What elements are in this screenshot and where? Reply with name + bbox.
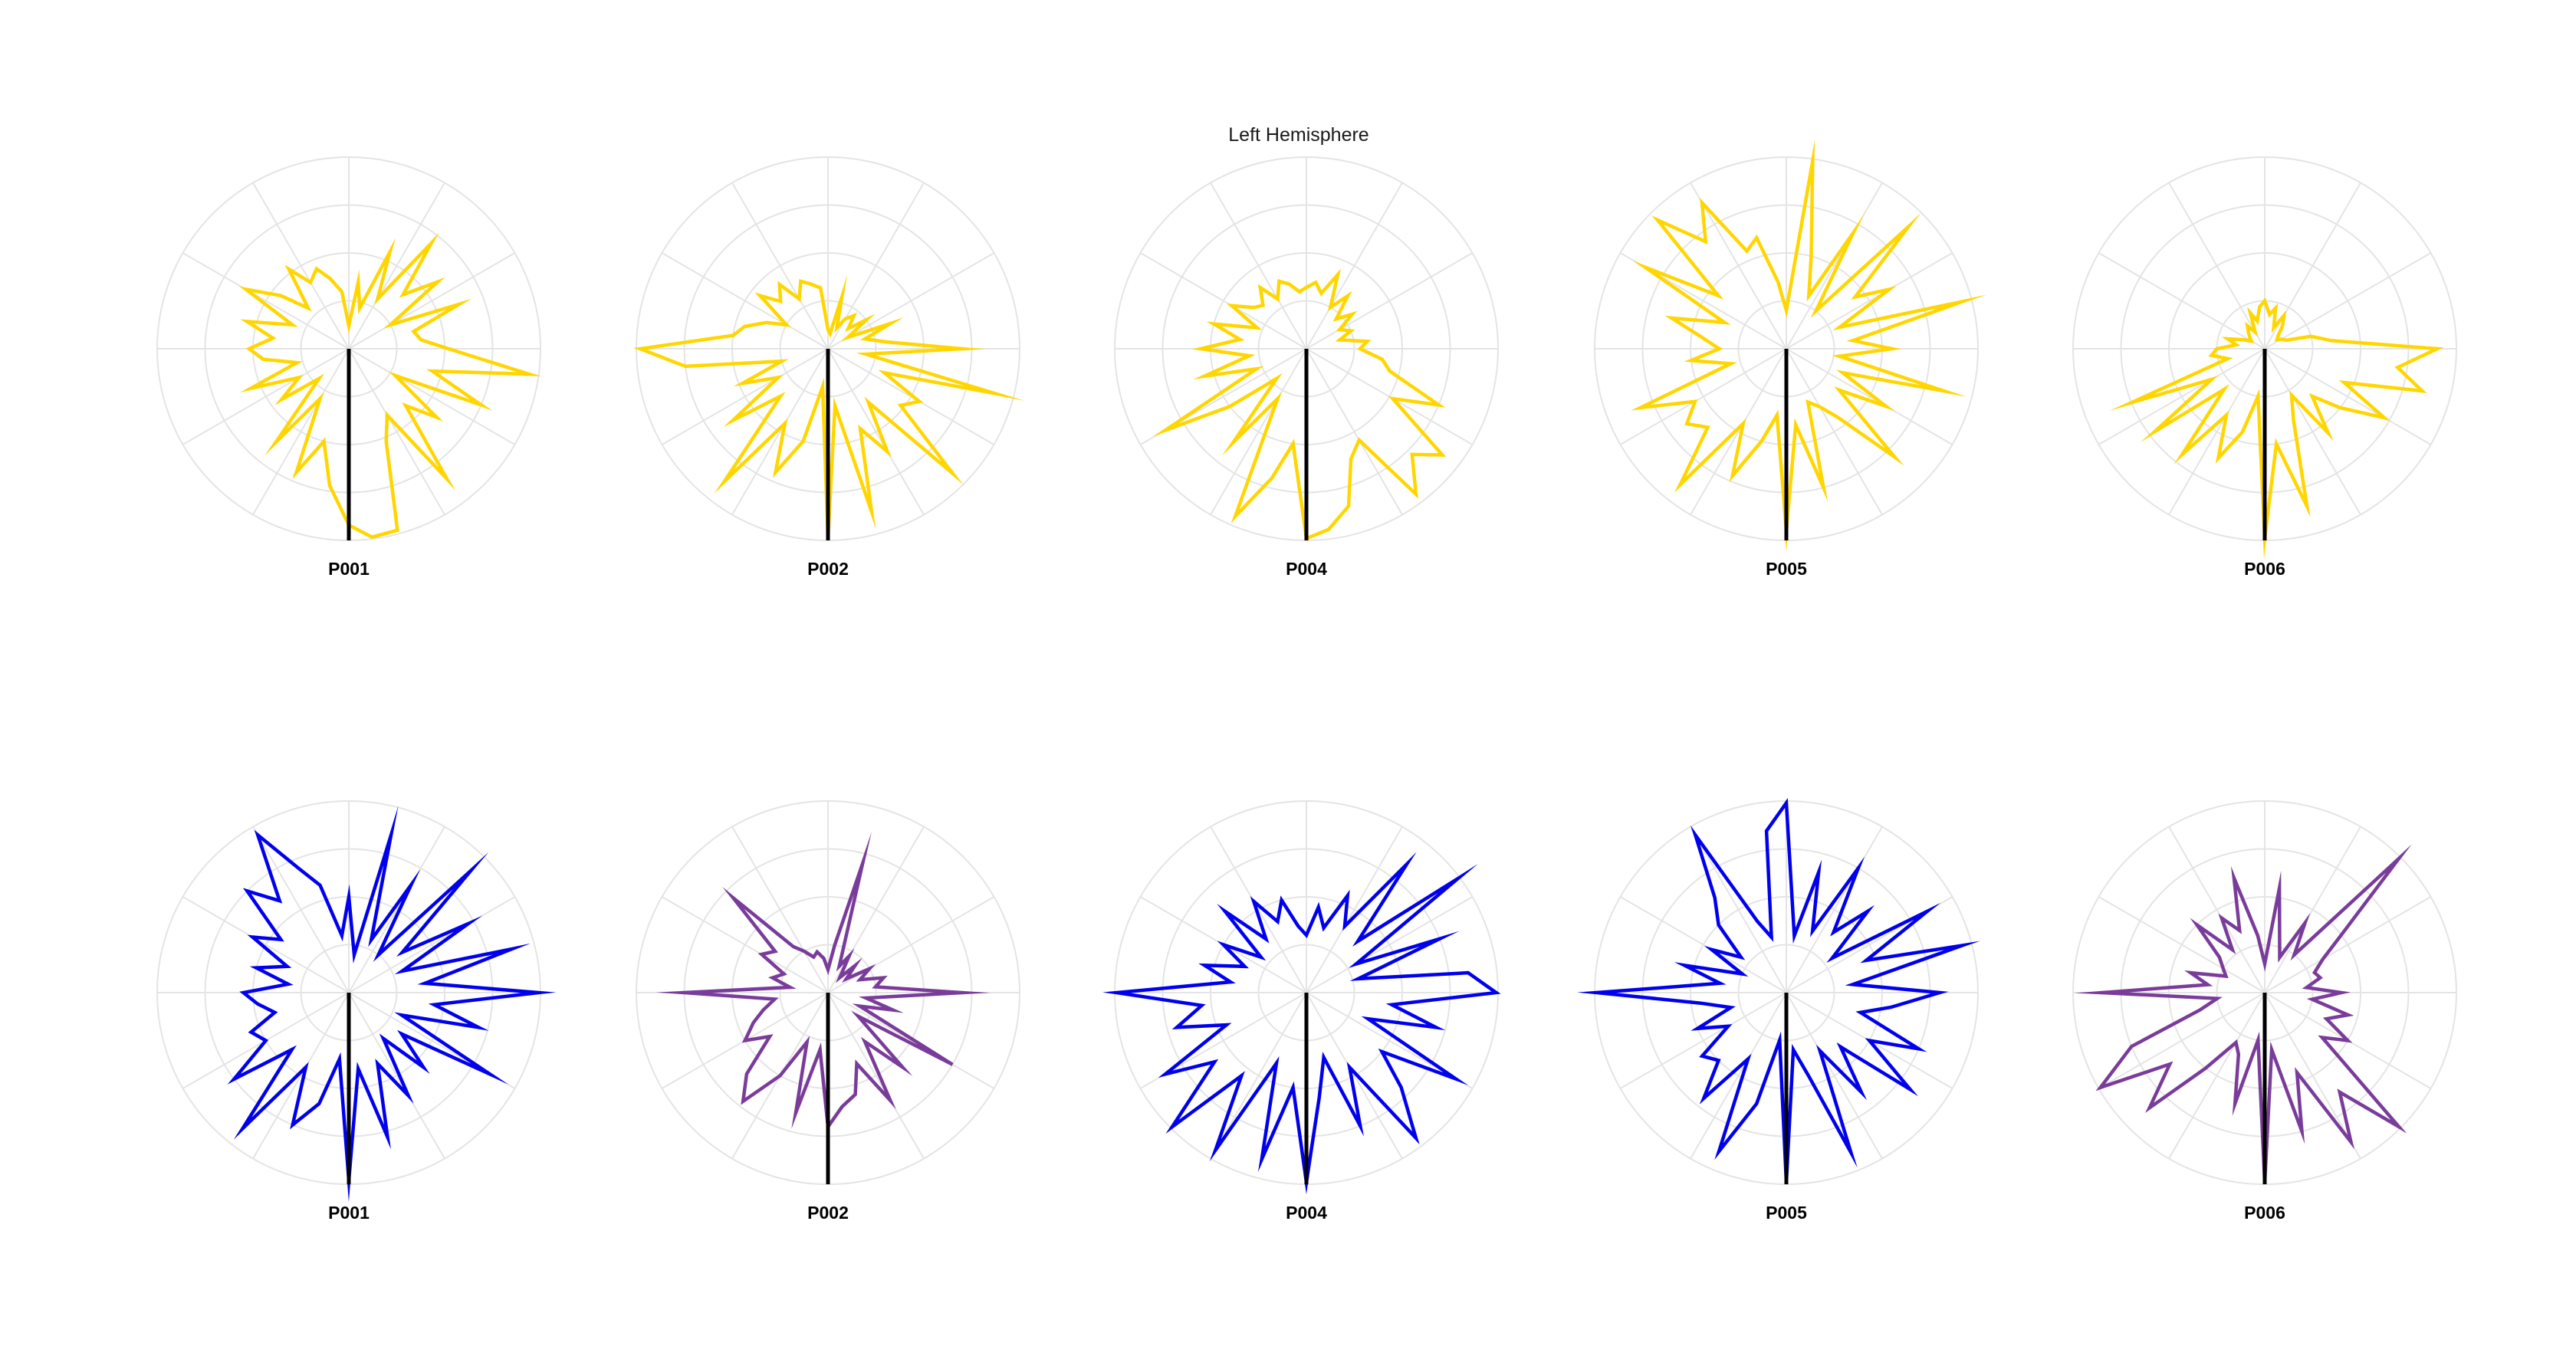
grid-spoke xyxy=(1619,348,1787,445)
panel-label: P005 xyxy=(1766,559,1807,579)
grid-spoke xyxy=(252,826,350,993)
grid-spoke xyxy=(348,182,445,350)
grid-spoke xyxy=(2264,252,2432,350)
grid-spoke xyxy=(1690,826,1787,993)
grid-spoke xyxy=(827,992,995,1089)
figure-title: Left Hemisphere xyxy=(1228,124,1368,146)
polar-panel-row2-p001: P001 xyxy=(156,800,557,1223)
grid-spoke xyxy=(1210,182,1307,350)
grid-spoke xyxy=(2168,826,2266,993)
grid-spoke xyxy=(827,348,925,516)
polar-panel-row1-p004: P004 xyxy=(1114,156,1499,579)
grid-spoke xyxy=(1306,992,1403,1160)
grid-spoke xyxy=(2264,348,2432,445)
polar-panel-row1-p005: P005 xyxy=(1594,139,1987,579)
series-line-0 xyxy=(633,274,1025,539)
panels-container: P001 P002 P004 P005 P006 P001 P002 P004 P005 P006 xyxy=(156,139,2457,1223)
grid-spoke xyxy=(1306,182,1403,350)
grid-spoke xyxy=(348,826,445,993)
polar-grid xyxy=(1594,156,1979,541)
grid-spoke xyxy=(1786,992,1883,1160)
panel-label: P004 xyxy=(1286,559,1327,579)
grid-spoke xyxy=(1210,826,1307,993)
series-line-0 xyxy=(2109,297,2444,560)
grid-spoke xyxy=(348,348,445,516)
panel-label: P004 xyxy=(1286,1203,1327,1223)
panel-label: P005 xyxy=(1766,1203,1807,1223)
grid-spoke xyxy=(1306,348,1403,516)
grid-spoke xyxy=(661,896,829,993)
series-line-0 xyxy=(227,805,557,1203)
grid-spoke xyxy=(182,252,350,350)
grid-spoke xyxy=(348,252,516,350)
grid-spoke xyxy=(1210,992,1307,1160)
grid-spoke xyxy=(2098,896,2266,993)
grid-spoke xyxy=(1306,252,1474,350)
grid-spoke xyxy=(348,348,516,445)
grid-spoke xyxy=(661,252,829,350)
grid-spoke xyxy=(731,826,829,993)
grid-spoke xyxy=(182,348,350,445)
grid-spoke xyxy=(1690,348,1787,516)
polar-panel-row1-p002: P002 xyxy=(633,156,1025,579)
grid-spoke xyxy=(1786,348,1883,516)
grid-spoke xyxy=(1786,348,1953,445)
grid-spoke xyxy=(2264,348,2361,516)
grid-spoke xyxy=(1786,252,1953,350)
panel-label: P002 xyxy=(807,559,849,579)
grid-spoke xyxy=(1786,182,1883,350)
polar-panel-row1-p006: P006 xyxy=(2072,156,2457,579)
grid-spoke xyxy=(2168,182,2266,350)
grid-spoke xyxy=(827,896,995,993)
grid-spoke xyxy=(1306,896,1474,993)
series-line-0 xyxy=(1631,139,1987,552)
panel-label: P001 xyxy=(328,1203,370,1223)
grid-spoke xyxy=(731,348,829,516)
series-line-0 xyxy=(2074,844,2412,1183)
polar-panel-row2-p005: P005 xyxy=(1576,797,1980,1223)
grid-spoke xyxy=(1690,992,1787,1160)
grid-spoke xyxy=(182,896,350,993)
grid-spoke xyxy=(252,348,350,516)
grid-spoke xyxy=(1306,826,1403,993)
grid-spoke xyxy=(252,992,350,1160)
grid-spoke xyxy=(2098,348,2266,445)
grid-spoke xyxy=(1139,252,1307,350)
polar-panel-row2-p002: P002 xyxy=(636,800,1020,1223)
grid-spoke xyxy=(2264,896,2432,993)
grid-spoke xyxy=(1786,826,1883,993)
grid-spoke xyxy=(1690,182,1787,350)
grid-spoke xyxy=(2098,252,2266,350)
grid-spoke xyxy=(1210,348,1307,516)
panel-label: P001 xyxy=(328,559,370,579)
polar-panel-row2-p004: P004 xyxy=(1102,800,1501,1223)
grid-spoke xyxy=(1619,992,1787,1089)
grid-spoke xyxy=(731,182,829,350)
grid-spoke xyxy=(2264,992,2361,1160)
grid-spoke xyxy=(827,252,995,350)
panel-label: P002 xyxy=(807,1203,849,1223)
grid-spoke xyxy=(1619,896,1787,993)
polar-panel-row1-p001: P001 xyxy=(156,156,542,579)
grid-spoke xyxy=(661,348,829,445)
grid-spoke xyxy=(252,182,350,350)
grid-spoke xyxy=(348,896,516,993)
grid-spoke xyxy=(2168,992,2266,1160)
grid-spoke xyxy=(2098,992,2266,1089)
panel-label: P006 xyxy=(2244,559,2285,579)
grid-spoke xyxy=(2264,826,2361,993)
panel-label: P006 xyxy=(2244,1203,2285,1223)
grid-spoke xyxy=(2168,348,2266,516)
grid-spoke xyxy=(827,992,925,1160)
grid-spoke xyxy=(348,992,445,1160)
polar-panel-row2-p006: P006 xyxy=(2072,800,2457,1223)
